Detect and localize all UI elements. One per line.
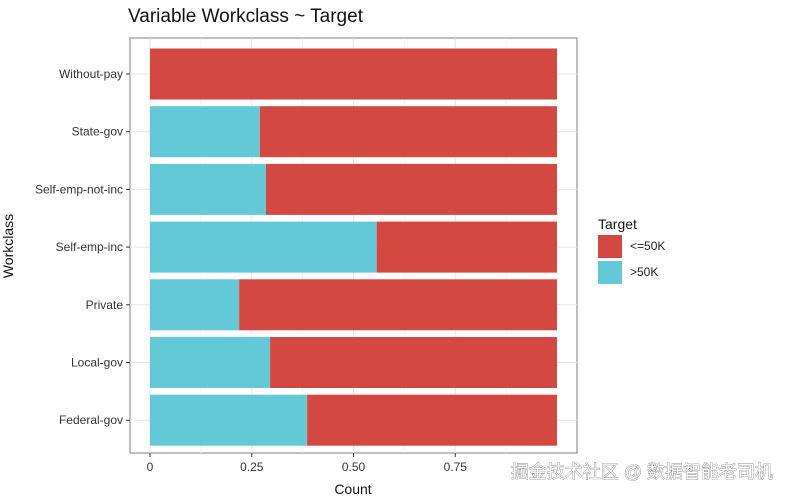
x-tick-label: 0.50 [342,460,366,474]
bar-gt50k-self-emp-inc [150,221,377,273]
legend-key [598,261,622,284]
watermark-text: 掘金技术社区 @ 数据智能老司机 [511,462,773,482]
bar-gt50k-self-emp-not-inc [150,163,266,215]
y-tick-label: Self-emp-not-inc [35,182,123,196]
y-tick-label: Self-emp-inc [56,240,123,254]
bar-le50k-local-gov [270,337,557,388]
x-tick-labels: 0 0.25 0.50 0.75 [147,453,468,474]
legend-key [598,235,622,258]
bars [150,48,557,446]
y-tick-labels: Without-pay State-gov Self-emp-not-inc Self… [35,67,130,427]
y-tick-label: Federal-gov [59,413,123,427]
chart-title: Variable Workclass ~ Target [128,6,364,27]
y-axis-title: Workclass [0,214,16,278]
y-tick-label: Without-pay [59,67,123,81]
legend-label: <=50K [630,239,665,253]
legend-title: Target [598,216,637,232]
legend: Target <=50K >50K [598,216,665,284]
y-tick-label: State-gov [72,125,123,139]
y-tick-label: Local-gov [71,356,123,370]
bar-le50k-state-gov [259,106,557,158]
x-axis-title: Count [334,481,371,497]
bar-le50k-self-emp-not-inc [265,163,557,215]
bar-le50k-without-pay [150,48,557,100]
bar-le50k-federal-gov [307,394,557,446]
x-tick-label: 0.25 [240,460,264,474]
bar-gt50k-private [150,279,240,331]
bar-gt50k-local-gov [150,337,271,388]
bar-gt50k-federal-gov [150,394,308,446]
bar-gt50k-state-gov [150,106,260,158]
bar-le50k-private [239,279,557,331]
x-tick-label: 0.75 [444,460,468,474]
y-tick-label: Private [86,298,124,312]
x-tick-label: 0 [147,460,154,474]
legend-label: >50K [630,265,658,279]
bar-le50k-self-emp-inc [376,221,557,273]
